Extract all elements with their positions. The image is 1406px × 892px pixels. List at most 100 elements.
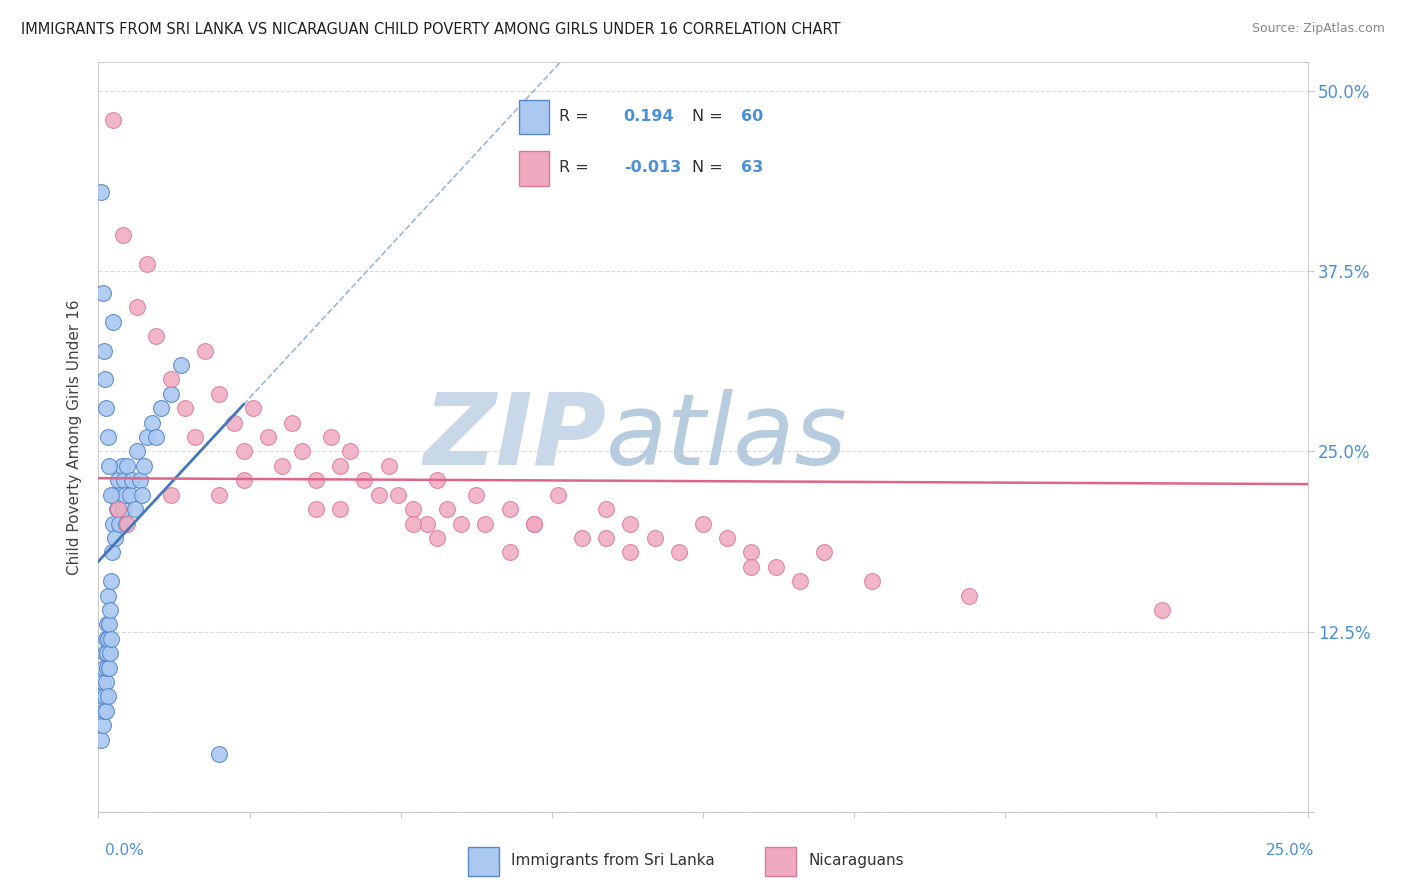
Point	[232, 444, 254, 458]
Point	[256, 430, 278, 444]
Y-axis label: Child Poverty Among Girls Under 16: Child Poverty Among Girls Under 16	[67, 300, 83, 574]
Point	[145, 430, 167, 444]
Point	[90, 732, 112, 747]
Bar	[468, 847, 499, 876]
Point	[402, 516, 425, 531]
Point	[368, 488, 391, 502]
Point	[789, 574, 811, 589]
Text: Nicaraguans: Nicaraguans	[808, 854, 904, 868]
Point	[329, 502, 352, 516]
Point	[112, 473, 135, 487]
Point	[105, 502, 128, 516]
Point	[595, 502, 617, 516]
Point	[141, 416, 163, 430]
Point	[131, 488, 153, 502]
Point	[97, 690, 120, 704]
Point	[242, 401, 264, 416]
Point	[547, 488, 569, 502]
Point	[339, 444, 361, 458]
Point	[957, 589, 980, 603]
Point	[101, 516, 124, 531]
Text: IMMIGRANTS FROM SRI LANKA VS NICARAGUAN CHILD POVERTY AMONG GIRLS UNDER 16 CORRE: IMMIGRANTS FROM SRI LANKA VS NICARAGUAN …	[21, 22, 841, 37]
Point	[692, 516, 714, 531]
Point	[93, 690, 115, 704]
Point	[135, 257, 157, 271]
Point	[426, 531, 449, 545]
Point	[90, 185, 112, 199]
Point	[94, 372, 117, 386]
Point	[93, 343, 115, 358]
Point	[115, 516, 138, 531]
Text: R =: R =	[558, 109, 589, 124]
Point	[93, 660, 115, 674]
Point	[117, 458, 139, 473]
Point	[96, 646, 118, 660]
Point	[134, 458, 156, 473]
Point	[127, 301, 149, 315]
Point	[619, 545, 641, 559]
Point	[290, 444, 312, 458]
Point	[426, 473, 449, 487]
Point	[135, 430, 157, 444]
Point	[498, 502, 520, 516]
Point	[305, 502, 328, 516]
Point	[498, 545, 520, 559]
Point	[98, 603, 121, 617]
Text: R =: R =	[558, 161, 589, 176]
Text: -0.013: -0.013	[624, 161, 681, 176]
Point	[100, 632, 122, 646]
Point	[107, 516, 129, 531]
Point	[860, 574, 883, 589]
Point	[169, 358, 191, 372]
Point	[464, 488, 486, 502]
Point	[98, 458, 121, 473]
Point	[100, 488, 122, 502]
Point	[1152, 603, 1174, 617]
Point	[571, 531, 593, 545]
Text: 0.194: 0.194	[624, 109, 675, 124]
Point	[96, 617, 118, 632]
Bar	[519, 152, 550, 186]
Point	[97, 660, 120, 674]
Point	[121, 473, 143, 487]
Point	[111, 228, 134, 243]
Point	[97, 589, 120, 603]
Point	[107, 473, 129, 487]
Point	[114, 488, 136, 502]
Point	[96, 401, 118, 416]
Point	[91, 690, 114, 704]
Point	[160, 387, 183, 401]
Point	[208, 488, 231, 502]
Point	[111, 458, 134, 473]
Point	[104, 531, 127, 545]
Point	[91, 675, 114, 690]
Point	[208, 747, 231, 761]
Point	[124, 502, 146, 516]
Text: 63: 63	[741, 161, 763, 176]
Point	[111, 502, 134, 516]
Point	[644, 531, 666, 545]
Bar	[519, 100, 550, 134]
Point	[305, 473, 328, 487]
Point	[91, 285, 114, 300]
Point	[94, 632, 117, 646]
Point	[813, 545, 835, 559]
Point	[329, 458, 352, 473]
Point	[108, 488, 131, 502]
Text: N =: N =	[692, 161, 723, 176]
Point	[128, 473, 150, 487]
Point	[101, 545, 124, 559]
Point	[98, 646, 121, 660]
Text: Immigrants from Sri Lanka: Immigrants from Sri Lanka	[512, 854, 716, 868]
Point	[160, 488, 183, 502]
Point	[523, 516, 546, 531]
Text: atlas: atlas	[606, 389, 848, 485]
Text: N =: N =	[692, 109, 723, 124]
Point	[174, 401, 197, 416]
Point	[98, 617, 121, 632]
Point	[160, 372, 183, 386]
Point	[118, 488, 141, 502]
Point	[94, 646, 117, 660]
Text: 0.0%: 0.0%	[105, 843, 145, 858]
Point	[101, 113, 124, 128]
